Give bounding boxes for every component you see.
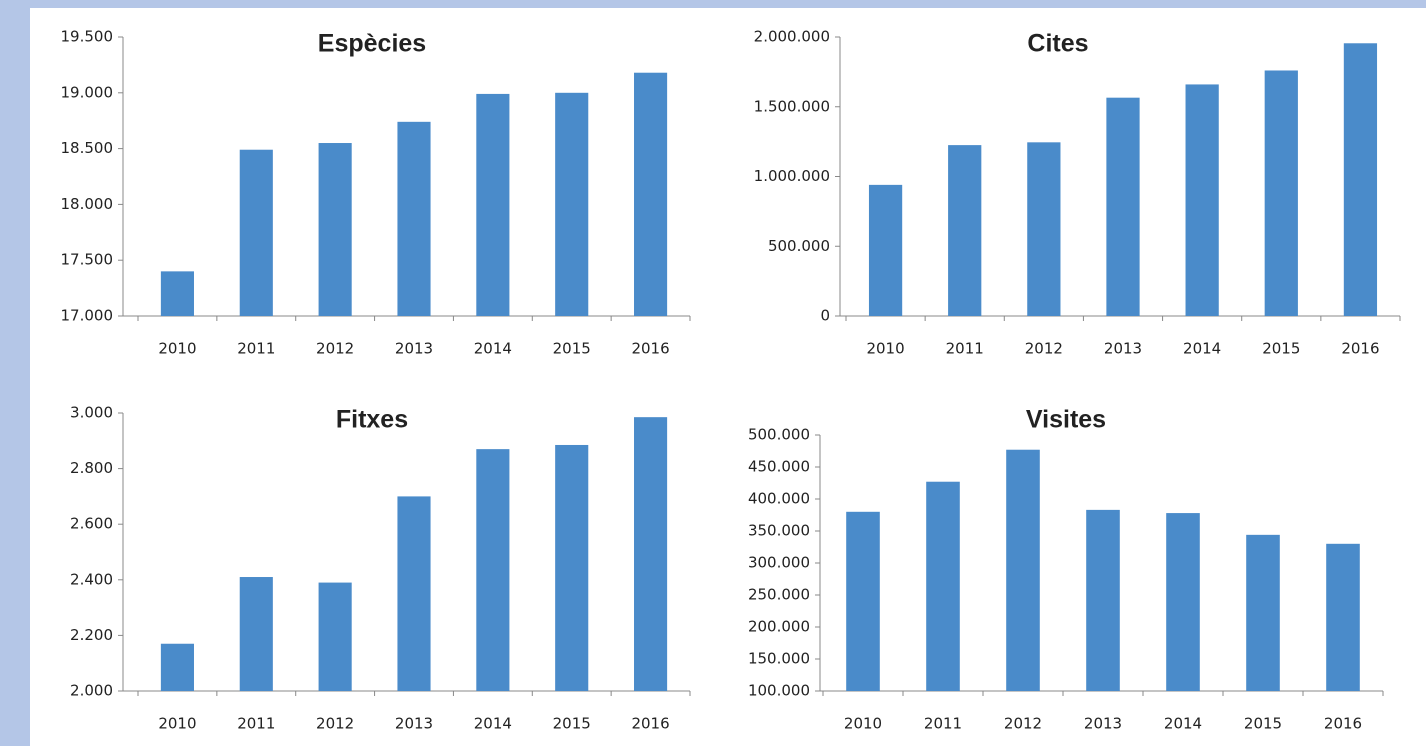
x-tick-label: 2014 bbox=[474, 340, 512, 358]
x-tick-label: 2012 bbox=[316, 715, 354, 733]
x-tick-label: 2014 bbox=[1183, 340, 1221, 358]
bar bbox=[239, 149, 273, 316]
y-tick-label: 400.000 bbox=[748, 490, 810, 508]
y-tick-label: 450.000 bbox=[748, 458, 810, 476]
bar bbox=[1246, 534, 1280, 691]
y-tick-label: 200.000 bbox=[748, 618, 810, 636]
y-tick-label: 150.000 bbox=[748, 650, 810, 668]
bar bbox=[634, 417, 668, 691]
y-tick-label: 500.000 bbox=[768, 237, 830, 255]
bar bbox=[948, 145, 982, 316]
y-tick-label: 250.000 bbox=[748, 586, 810, 604]
bar bbox=[1027, 142, 1061, 316]
y-tick-label: 0 bbox=[820, 307, 830, 325]
x-tick-label: 2012 bbox=[1025, 340, 1063, 358]
bar bbox=[318, 143, 352, 316]
x-tick-label: 2016 bbox=[631, 340, 669, 358]
chart-title: Fitxes bbox=[336, 406, 408, 434]
bar bbox=[555, 444, 589, 691]
x-tick-label: 2010 bbox=[158, 340, 196, 358]
x-tick-label: 2011 bbox=[924, 715, 962, 733]
y-tick-label: 17.500 bbox=[61, 251, 114, 269]
bar bbox=[239, 577, 273, 691]
x-tick-label: 2012 bbox=[316, 340, 354, 358]
bar bbox=[318, 582, 352, 691]
y-tick-label: 18.000 bbox=[61, 195, 114, 213]
x-tick-label: 2014 bbox=[474, 715, 512, 733]
bar bbox=[926, 481, 960, 691]
bar bbox=[1343, 43, 1378, 317]
x-tick-label: 2013 bbox=[1104, 340, 1142, 358]
y-tick-label: 18.500 bbox=[61, 139, 114, 157]
bar bbox=[476, 449, 510, 691]
y-tick-label: 2.000.000 bbox=[754, 28, 830, 46]
x-tick-label: 2012 bbox=[1004, 715, 1042, 733]
x-tick-label: 2015 bbox=[553, 715, 591, 733]
chart-title: Cites bbox=[1027, 30, 1088, 58]
x-tick-label: 2010 bbox=[844, 715, 882, 733]
bar bbox=[1086, 509, 1120, 691]
bar bbox=[1006, 449, 1040, 691]
y-tick-label: 500.000 bbox=[748, 426, 810, 444]
bar bbox=[1185, 84, 1219, 317]
bar bbox=[476, 93, 510, 316]
x-tick-label: 2010 bbox=[866, 340, 904, 358]
bar bbox=[160, 271, 194, 316]
bar bbox=[1326, 543, 1360, 691]
y-tick-label: 3.000 bbox=[70, 404, 113, 422]
y-tick-label: 300.000 bbox=[748, 554, 810, 572]
y-tick-label: 19.500 bbox=[61, 28, 114, 46]
bar bbox=[1166, 513, 1200, 691]
x-tick-label: 2015 bbox=[553, 340, 591, 358]
bar bbox=[846, 511, 880, 691]
x-tick-label: 2013 bbox=[395, 715, 433, 733]
y-tick-label: 1.500.000 bbox=[754, 97, 830, 115]
y-tick-label: 19.000 bbox=[61, 83, 114, 101]
bar bbox=[555, 92, 589, 316]
bar bbox=[1264, 70, 1298, 316]
chart-title: Visites bbox=[1026, 406, 1106, 434]
y-tick-label: 2.600 bbox=[70, 515, 113, 533]
y-tick-label: 1.000.000 bbox=[754, 167, 830, 185]
x-tick-label: 2010 bbox=[158, 715, 196, 733]
x-tick-label: 2013 bbox=[395, 340, 433, 358]
y-tick-label: 2.800 bbox=[70, 459, 113, 477]
bar bbox=[160, 643, 194, 691]
x-tick-label: 2015 bbox=[1262, 340, 1300, 358]
bar bbox=[868, 184, 903, 316]
y-tick-label: 100.000 bbox=[748, 682, 810, 700]
bar bbox=[634, 72, 668, 316]
x-tick-label: 2015 bbox=[1244, 715, 1282, 733]
bar bbox=[397, 121, 431, 316]
bar bbox=[397, 496, 431, 691]
y-tick-label: 2.400 bbox=[70, 570, 113, 588]
chart-title: Espècies bbox=[318, 30, 426, 58]
x-tick-label: 2011 bbox=[946, 340, 984, 358]
bar bbox=[1106, 97, 1140, 317]
x-tick-label: 2016 bbox=[631, 715, 669, 733]
x-tick-label: 2011 bbox=[237, 340, 275, 358]
x-tick-label: 2016 bbox=[1341, 340, 1379, 358]
y-tick-label: 2.200 bbox=[70, 626, 113, 644]
y-tick-label: 350.000 bbox=[748, 522, 810, 540]
x-tick-label: 2011 bbox=[237, 715, 275, 733]
x-tick-label: 2013 bbox=[1084, 715, 1122, 733]
y-tick-label: 17.000 bbox=[61, 307, 114, 325]
y-tick-label: 2.000 bbox=[70, 682, 113, 700]
x-tick-label: 2016 bbox=[1324, 715, 1362, 733]
x-tick-label: 2014 bbox=[1164, 715, 1202, 733]
